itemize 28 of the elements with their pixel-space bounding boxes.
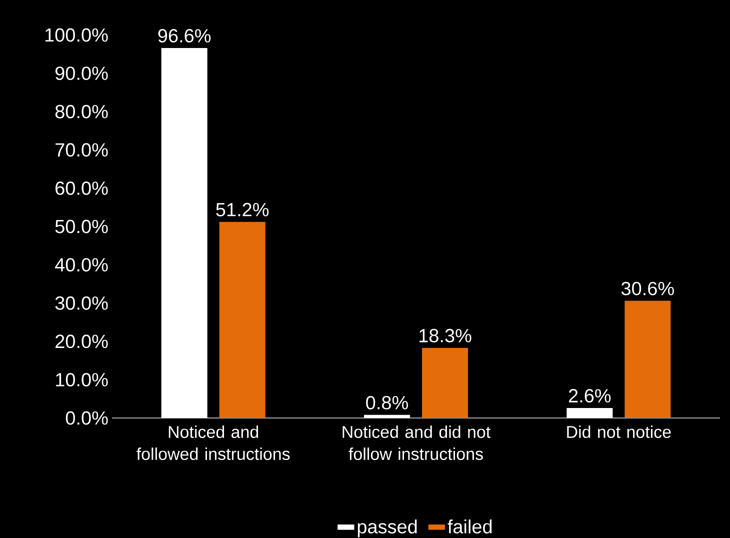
data-label: 0.8%	[366, 396, 408, 410]
x-tick-label: Did not notice	[567, 426, 671, 438]
y-tick-label: 20.0%	[56, 334, 108, 348]
y-tick-label: 70.0%	[56, 143, 108, 157]
y-tick-label: 0.0%	[66, 411, 108, 425]
y-tick-label: 30.0%	[55, 296, 108, 310]
data-label: 96.6%	[158, 29, 211, 42]
data-label: 2.6%	[568, 389, 611, 403]
legend-label: passed	[358, 520, 417, 538]
y-tick-label: 10.0%	[56, 372, 108, 386]
data-label: 18.3%	[420, 328, 472, 342]
y-tick-label: 50.0%	[55, 220, 108, 234]
x-tick-label: Noticed and followed instructions	[136, 426, 290, 460]
y-tick-label: 100.0%	[45, 28, 108, 42]
legend-label: failed	[448, 520, 492, 534]
bar	[566, 408, 613, 418]
bar	[422, 348, 468, 418]
y-tick-label: 40.0%	[55, 258, 108, 272]
bar	[364, 414, 410, 418]
y-tick-label: 80.0%	[55, 104, 108, 118]
y-tick-label: 60.0%	[56, 181, 108, 195]
bar	[624, 300, 671, 418]
bar	[219, 222, 266, 418]
data-label: 30.6%	[621, 282, 674, 296]
bar	[161, 48, 208, 418]
y-tick-label: 90.0%	[55, 66, 108, 80]
data-label: 51.2%	[216, 202, 269, 216]
x-tick-label: Noticed and did not follow instructions	[342, 426, 490, 460]
